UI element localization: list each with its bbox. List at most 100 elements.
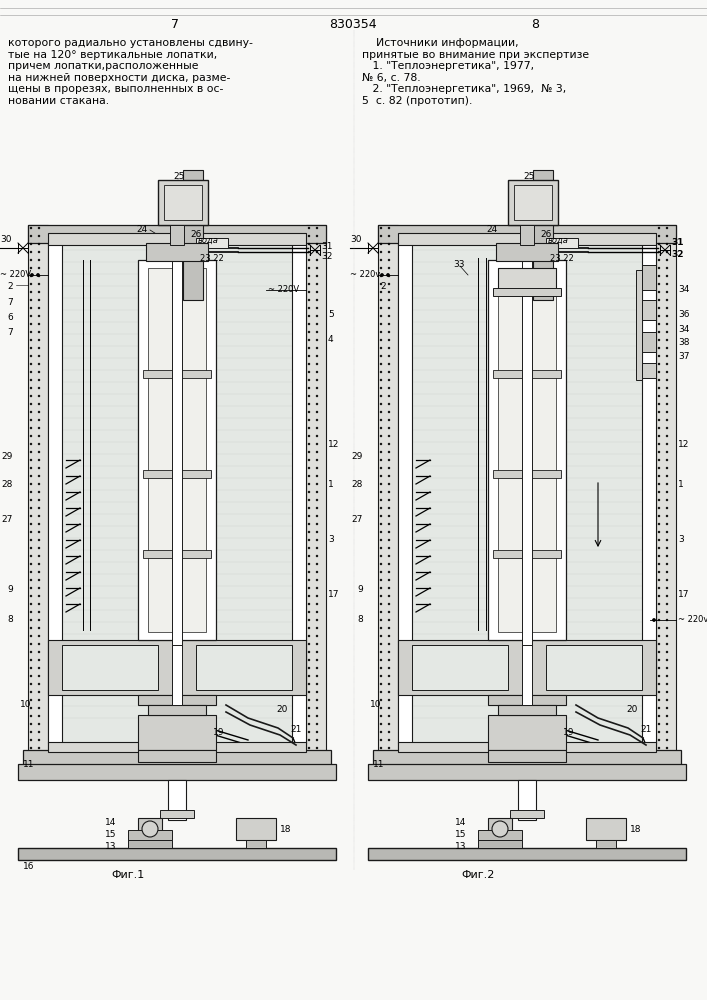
Text: 9: 9 bbox=[357, 585, 363, 594]
Circle shape bbox=[316, 483, 318, 485]
Circle shape bbox=[30, 491, 32, 493]
Circle shape bbox=[316, 555, 318, 557]
Circle shape bbox=[308, 387, 310, 389]
Circle shape bbox=[38, 731, 40, 733]
Circle shape bbox=[653, 618, 655, 621]
Circle shape bbox=[30, 355, 32, 357]
Circle shape bbox=[316, 299, 318, 301]
Bar bbox=[642, 332, 656, 352]
Circle shape bbox=[658, 507, 660, 509]
Circle shape bbox=[666, 323, 668, 325]
Circle shape bbox=[388, 611, 390, 613]
Text: 15: 15 bbox=[105, 830, 116, 839]
Circle shape bbox=[658, 643, 660, 645]
Circle shape bbox=[38, 635, 40, 637]
Circle shape bbox=[666, 411, 668, 413]
Circle shape bbox=[316, 699, 318, 701]
Circle shape bbox=[38, 739, 40, 741]
Circle shape bbox=[38, 603, 40, 605]
Circle shape bbox=[38, 699, 40, 701]
Text: 21: 21 bbox=[290, 725, 301, 734]
Circle shape bbox=[30, 459, 32, 461]
Bar bbox=[368, 848, 686, 860]
Circle shape bbox=[388, 563, 390, 565]
Text: 21: 21 bbox=[640, 725, 651, 734]
Text: 31: 31 bbox=[321, 242, 332, 251]
Circle shape bbox=[658, 235, 660, 237]
Circle shape bbox=[30, 467, 32, 469]
Circle shape bbox=[380, 627, 382, 629]
Circle shape bbox=[30, 539, 32, 541]
Circle shape bbox=[316, 587, 318, 589]
Circle shape bbox=[666, 491, 668, 493]
Circle shape bbox=[666, 315, 668, 317]
Circle shape bbox=[658, 339, 660, 341]
Bar bbox=[510, 810, 544, 818]
Circle shape bbox=[380, 419, 382, 421]
Text: 6: 6 bbox=[7, 313, 13, 322]
Circle shape bbox=[380, 603, 382, 605]
Circle shape bbox=[388, 275, 390, 277]
Circle shape bbox=[308, 275, 310, 277]
Circle shape bbox=[658, 331, 660, 333]
Circle shape bbox=[666, 371, 668, 373]
Circle shape bbox=[38, 531, 40, 533]
Circle shape bbox=[658, 307, 660, 309]
Bar bbox=[246, 840, 266, 848]
Text: ~ 220v: ~ 220v bbox=[350, 270, 380, 279]
Circle shape bbox=[308, 643, 310, 645]
Circle shape bbox=[380, 299, 382, 301]
Circle shape bbox=[38, 643, 40, 645]
Circle shape bbox=[38, 683, 40, 685]
Circle shape bbox=[316, 475, 318, 477]
Circle shape bbox=[658, 291, 660, 293]
Circle shape bbox=[658, 427, 660, 429]
Circle shape bbox=[30, 619, 32, 621]
Circle shape bbox=[316, 467, 318, 469]
Circle shape bbox=[388, 243, 390, 245]
Bar bbox=[236, 818, 276, 840]
Circle shape bbox=[316, 387, 318, 389]
Circle shape bbox=[30, 411, 32, 413]
Bar bbox=[522, 225, 532, 645]
Circle shape bbox=[30, 595, 32, 597]
Circle shape bbox=[380, 523, 382, 525]
Bar bbox=[48, 243, 62, 743]
Circle shape bbox=[38, 547, 40, 549]
Circle shape bbox=[30, 555, 32, 557]
Bar bbox=[546, 238, 578, 248]
Circle shape bbox=[38, 659, 40, 661]
Text: 11: 11 bbox=[373, 760, 385, 769]
Text: 20: 20 bbox=[276, 705, 287, 714]
Circle shape bbox=[308, 451, 310, 453]
Circle shape bbox=[658, 451, 660, 453]
Text: которого радиально установлены сдвину-
тые на 120° вертикальные лопатки,
причем : которого радиально установлены сдвину- т… bbox=[8, 38, 253, 106]
Text: 23 22: 23 22 bbox=[550, 254, 574, 263]
Text: 9: 9 bbox=[7, 585, 13, 594]
Circle shape bbox=[308, 571, 310, 573]
Circle shape bbox=[308, 307, 310, 309]
Bar bbox=[493, 370, 561, 378]
Circle shape bbox=[30, 499, 32, 501]
Circle shape bbox=[380, 443, 382, 445]
Circle shape bbox=[380, 731, 382, 733]
Circle shape bbox=[316, 619, 318, 621]
Circle shape bbox=[380, 363, 382, 365]
Bar bbox=[642, 300, 656, 320]
Circle shape bbox=[316, 595, 318, 597]
Bar bbox=[138, 715, 216, 750]
Bar bbox=[508, 180, 558, 225]
Circle shape bbox=[30, 251, 32, 253]
Circle shape bbox=[380, 507, 382, 509]
Text: 10: 10 bbox=[20, 700, 32, 709]
Circle shape bbox=[30, 227, 32, 229]
Circle shape bbox=[666, 691, 668, 693]
Circle shape bbox=[388, 299, 390, 301]
Circle shape bbox=[388, 723, 390, 725]
Text: 30: 30 bbox=[0, 235, 11, 244]
Text: 27: 27 bbox=[351, 515, 363, 524]
Bar bbox=[493, 288, 561, 296]
Text: 7: 7 bbox=[7, 298, 13, 307]
Text: 29: 29 bbox=[1, 452, 13, 461]
Bar bbox=[498, 705, 556, 715]
